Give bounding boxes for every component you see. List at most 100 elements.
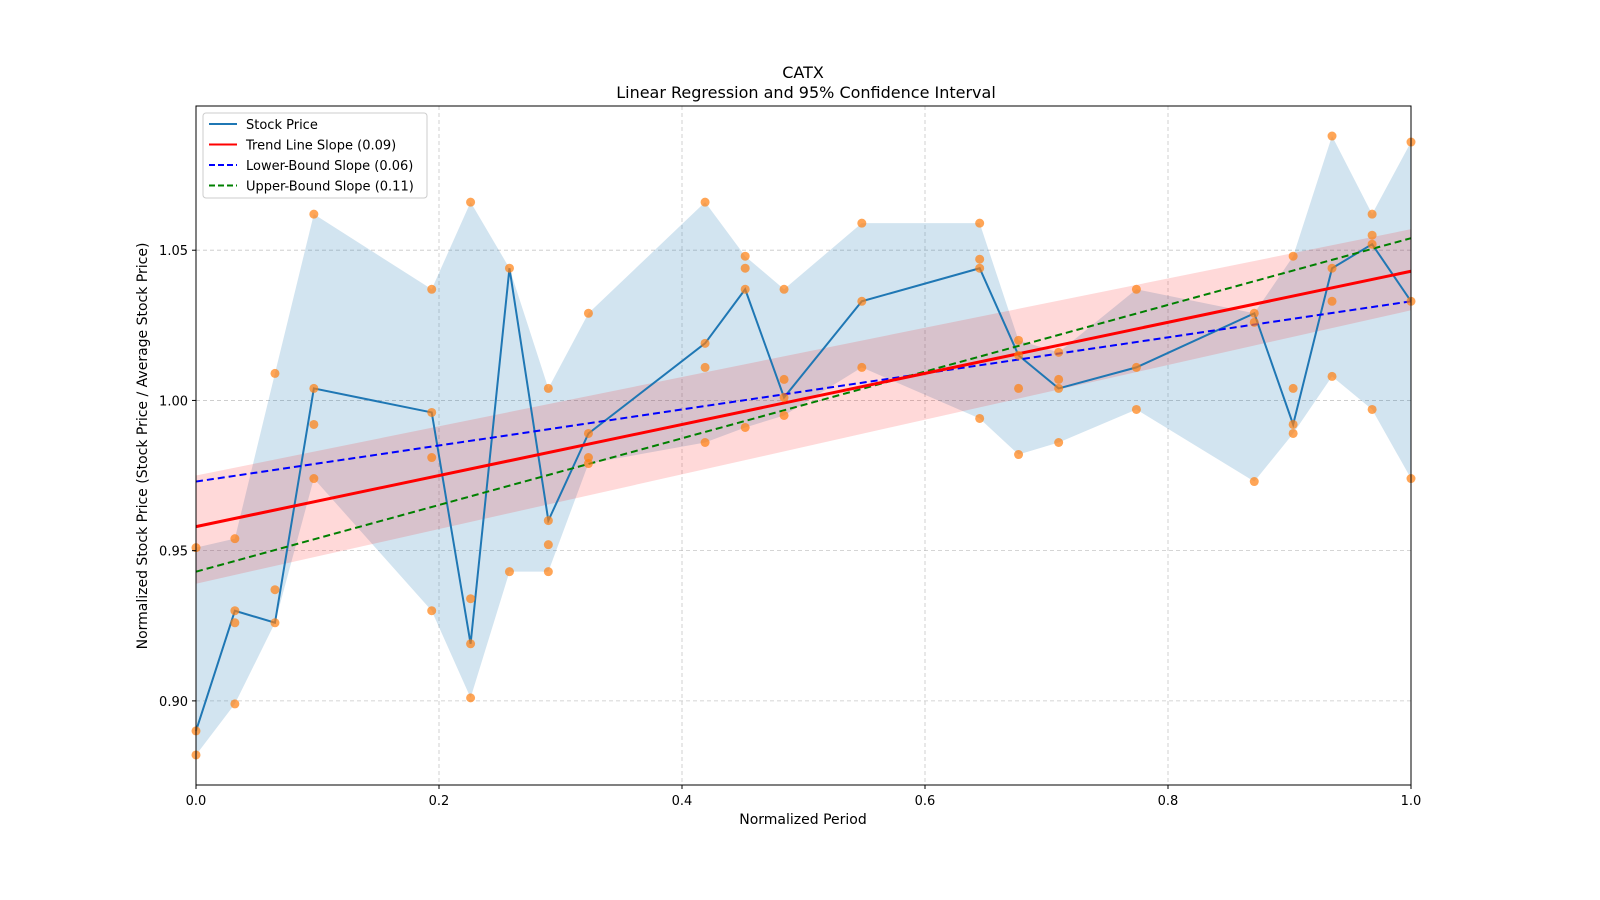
scatter-point: [700, 197, 710, 207]
y-tick-label: 0.90: [159, 695, 188, 710]
scatter-point: [466, 594, 476, 604]
scatter-point: [975, 254, 985, 264]
scatter-point: [1014, 335, 1024, 345]
scatter-point: [857, 362, 867, 372]
scatter-point: [700, 362, 710, 372]
x-axis-label: Normalized Period: [739, 812, 867, 828]
scatter-point: [309, 209, 319, 219]
scatter-point: [1249, 317, 1259, 327]
scatter-point: [1327, 371, 1337, 381]
scatter-point: [779, 374, 789, 384]
scatter-point: [309, 474, 319, 484]
scatter-point: [1131, 284, 1141, 294]
confidence-interval-band: [196, 229, 1411, 584]
scatter-point: [975, 263, 985, 273]
x-tick-label: 0.0: [186, 794, 207, 809]
legend-label-1: Stock Price: [246, 118, 318, 133]
scatter-point: [1014, 383, 1024, 393]
trend-line: [195, 269, 1412, 529]
legend-label-3: Lower-Bound Slope (0.06): [246, 159, 413, 174]
scatter-point: [779, 392, 789, 402]
regression-lines-group: [195, 237, 1412, 573]
scatter-point: [543, 540, 553, 550]
scatter-point: [1367, 209, 1377, 219]
scatter-point: [270, 618, 280, 628]
high-low-range-band: [196, 136, 1411, 755]
stock-price-line: [195, 242, 1412, 732]
scatter-point: [1327, 296, 1337, 306]
scatter-point: [1327, 263, 1337, 273]
scatter-point: [309, 419, 319, 429]
scatter-point: [1131, 362, 1141, 372]
scatter-point: [427, 606, 437, 616]
scatter-point: [1054, 437, 1064, 447]
scatter-point: [427, 453, 437, 463]
scatter-point: [427, 407, 437, 417]
scatter-point: [230, 606, 240, 616]
scatter-point: [466, 693, 476, 703]
scatter-point: [740, 251, 750, 261]
x-tick-label: 1.0: [1401, 794, 1422, 809]
scatter-point: [740, 422, 750, 432]
axes-frame: [195, 105, 1412, 786]
scatter-point: [1054, 374, 1064, 384]
legend-label-2: Trend Line Slope (0.09): [245, 139, 396, 154]
scatter-point: [230, 534, 240, 544]
y-axis-ticks: 0.90 0.95 1.00 1.05: [159, 244, 196, 710]
chart-title: CATX: [782, 63, 824, 82]
scatter-point: [1367, 239, 1377, 249]
scatter-point: [975, 413, 985, 423]
scatter-point: [270, 585, 280, 595]
scatter-point: [857, 296, 867, 306]
scatter-point: [740, 263, 750, 273]
scatter-point: [1288, 419, 1298, 429]
scatter-point: [1327, 131, 1337, 141]
range-band-group: [196, 136, 1411, 755]
lower-bound-slope-line: [195, 300, 1412, 483]
scatter-point: [1288, 383, 1298, 393]
scatter-point: [543, 383, 553, 393]
scatter-point: [543, 567, 553, 577]
scatter-point: [270, 368, 280, 378]
scatter-point: [1131, 404, 1141, 414]
x-tick-label: 0.6: [915, 794, 936, 809]
legend-label-4: Upper-Bound Slope (0.11): [246, 180, 414, 195]
scatter-point: [466, 197, 476, 207]
scatter-point: [1288, 251, 1298, 261]
scatter-point: [230, 618, 240, 628]
x-tick-label: 0.8: [1158, 794, 1179, 809]
y-tick-label: 1.00: [159, 394, 188, 409]
scatter-point: [1367, 230, 1377, 240]
scatter-point: [857, 218, 867, 228]
scatter-point: [1249, 477, 1259, 487]
scatter-point: [700, 437, 710, 447]
y-tick-label: 0.95: [159, 545, 188, 560]
scatter-point: [779, 284, 789, 294]
scatter-point: [504, 263, 514, 273]
scatter-point: [1054, 383, 1064, 393]
scatter-point: [975, 218, 985, 228]
legend: Stock Price Trend Line Slope (0.09) Lower-…: [202, 112, 428, 199]
y-tick-label: 1.05: [159, 244, 188, 259]
scatter-point: [309, 383, 319, 393]
y-axis-label: Normalized Stock Price (Stock Price / Av…: [135, 243, 151, 650]
scatter-point: [779, 410, 789, 420]
scatter-point: [466, 639, 476, 649]
scatter-point: [1249, 308, 1259, 318]
scatter-point: [700, 338, 710, 348]
scatter-point: [504, 567, 514, 577]
chart-subtitle: Linear Regression and 95% Confidence Int…: [616, 83, 996, 102]
plot-area: [191, 105, 1416, 786]
x-tick-label: 0.2: [429, 794, 450, 809]
scatter-point: [1014, 350, 1024, 360]
scatter-point: [1367, 404, 1377, 414]
scatter-point: [740, 284, 750, 294]
legend-box: [202, 112, 428, 199]
scatter-point: [230, 699, 240, 709]
stock-line-group: [195, 242, 1412, 732]
scatter-point: [1014, 450, 1024, 460]
scatter-point: [1054, 347, 1064, 357]
x-tick-label: 0.4: [672, 794, 693, 809]
scatter-point: [583, 308, 593, 318]
